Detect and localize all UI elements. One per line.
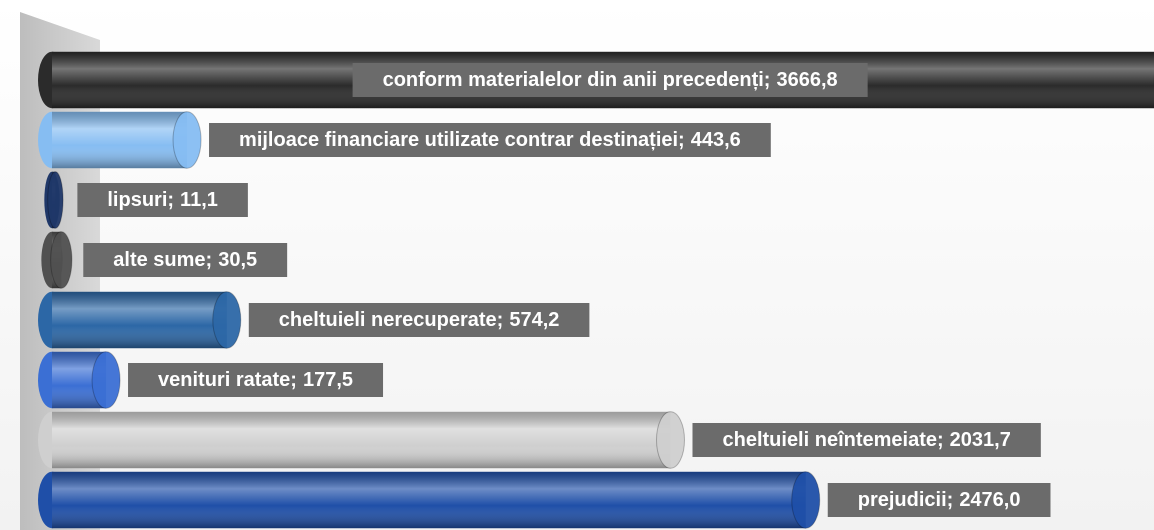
value-label: 2031,7 bbox=[950, 429, 1011, 451]
data-label-box bbox=[248, 303, 590, 337]
category-label: cheltuieli nerecuperate; bbox=[279, 309, 504, 331]
data-label-box bbox=[77, 183, 248, 217]
category-label: alte sume; bbox=[113, 249, 212, 271]
bar-shade bbox=[52, 111, 188, 169]
bar-shade bbox=[52, 471, 806, 529]
data-label-group: alte sume; 30,5 bbox=[83, 243, 288, 277]
data-label: cheltuieli neîntemeiate; 2031,7 bbox=[722, 429, 1010, 451]
category-label: lipsuri; bbox=[107, 189, 174, 211]
data-label-box bbox=[83, 243, 288, 277]
value-label: 177,5 bbox=[303, 369, 353, 391]
data-label-group: conform materialelor din anii precedenți… bbox=[352, 63, 868, 97]
bar-cap bbox=[212, 291, 242, 349]
data-label-group: prejudicii; 2476,0 bbox=[827, 483, 1051, 517]
bar-cap bbox=[791, 471, 821, 529]
data-label-box bbox=[827, 483, 1051, 517]
data-label: lipsuri; 11,1 bbox=[107, 189, 218, 211]
data-label-group: lipsuri; 11,1 bbox=[77, 183, 248, 217]
data-label-box bbox=[209, 123, 771, 157]
category-label: cheltuieli neîntemeiate; bbox=[722, 429, 943, 451]
value-label: 574,2 bbox=[509, 309, 559, 331]
data-label-group: cheltuieli nerecuperate; 574,2 bbox=[248, 303, 590, 337]
data-label-box bbox=[128, 363, 384, 397]
data-label-box bbox=[692, 423, 1041, 457]
category-label: mijloace financiare utilizate contrar de… bbox=[239, 129, 685, 151]
bar-shade bbox=[52, 411, 671, 469]
data-label-box bbox=[352, 63, 868, 97]
value-label: 2476,0 bbox=[959, 489, 1020, 511]
bar-cap bbox=[655, 411, 685, 469]
data-label: cheltuieli nerecuperate; 574,2 bbox=[279, 309, 560, 331]
category-label: venituri ratate; bbox=[158, 369, 297, 391]
category-label: conform materialelor din anii precedenți… bbox=[383, 69, 771, 91]
value-label: 11,1 bbox=[180, 189, 218, 211]
data-label: venituri ratate; 177,5 bbox=[158, 369, 353, 391]
bar-cap bbox=[91, 351, 121, 409]
data-label-group: venituri ratate; 177,5 bbox=[128, 363, 384, 397]
bar-cap bbox=[47, 171, 64, 229]
value-label: 443,6 bbox=[691, 129, 741, 151]
value-label: 30,5 bbox=[218, 249, 257, 271]
data-label: prejudicii; 2476,0 bbox=[858, 489, 1021, 511]
bar-cap bbox=[172, 111, 202, 169]
data-label-group: cheltuieli neîntemeiate; 2031,7 bbox=[692, 423, 1041, 457]
category-label: prejudicii; bbox=[858, 489, 954, 511]
data-label: conform materialelor din anii precedenți… bbox=[383, 69, 838, 91]
data-label-group: mijloace financiare utilizate contrar de… bbox=[209, 123, 771, 157]
bar-cap bbox=[50, 231, 73, 289]
data-label: alte sume; 30,5 bbox=[113, 249, 257, 271]
bar-shade bbox=[52, 291, 227, 349]
value-label: 3666,8 bbox=[776, 69, 837, 91]
data-label: mijloace financiare utilizate contrar de… bbox=[239, 129, 741, 151]
